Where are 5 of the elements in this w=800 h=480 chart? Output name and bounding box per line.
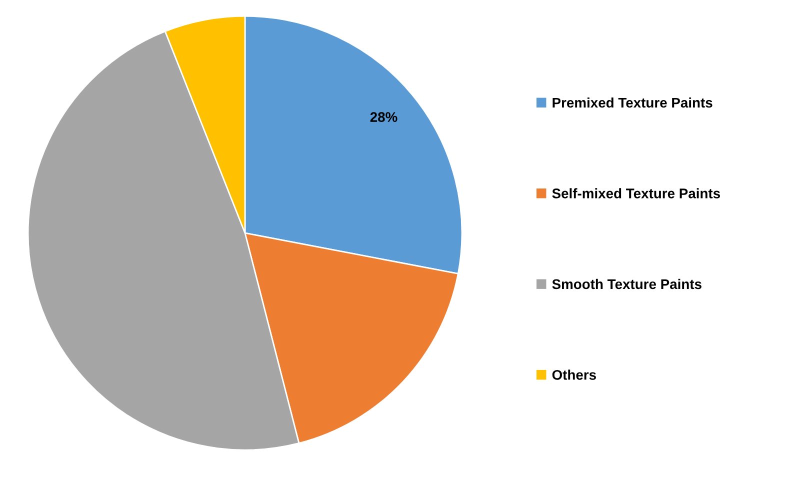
legend-label: Premixed Texture Paints	[552, 97, 712, 108]
legend-label: Others	[552, 370, 596, 380]
legend-label: Smooth Texture Paints	[552, 278, 702, 290]
data-label: 28%	[370, 112, 398, 122]
legend-label: Self-mixed Texture Paints	[552, 188, 720, 198]
